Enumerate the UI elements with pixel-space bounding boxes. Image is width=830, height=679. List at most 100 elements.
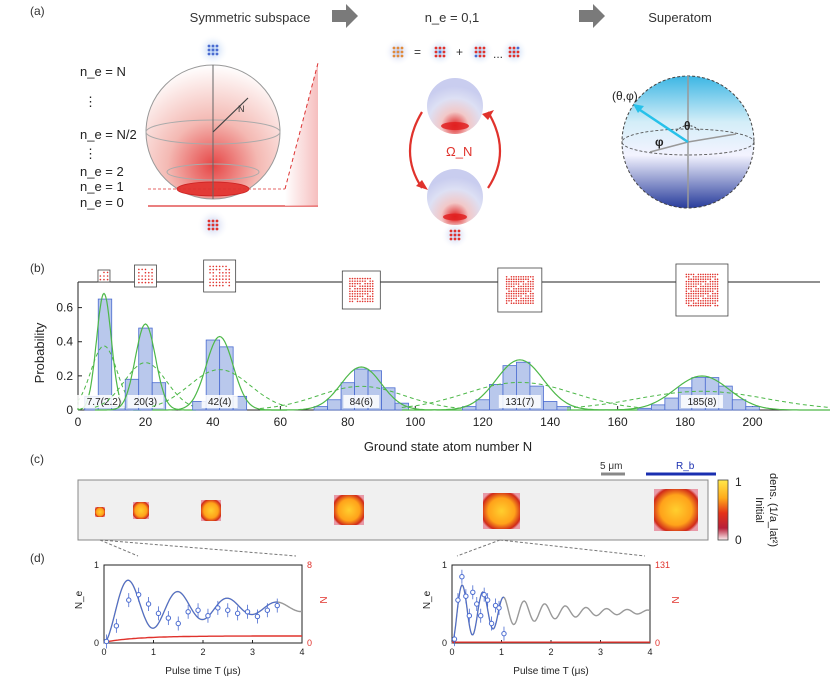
atom-dot [699,280,702,283]
atom-dot [356,293,359,295]
atom-dot [517,288,520,290]
poisson-fit-line [401,381,638,408]
atom-dot [529,283,532,285]
atom-dot [687,302,690,305]
atom-dot [218,268,221,271]
atom-dot [697,288,700,290]
atom-dot [695,276,697,278]
atom-dot [704,300,707,302]
atom-dot [529,295,532,297]
histogram-bar [556,406,571,411]
data-point [488,620,495,627]
atom-dot [697,304,700,307]
data-point [501,630,507,637]
atom-dot [697,280,700,283]
atom-dot [349,287,351,290]
panel-label-c: (c) [30,452,44,466]
theta-label: θ [684,119,691,133]
y-tick-label: 1 [442,560,447,570]
atom-dot [453,229,457,233]
atom-dot [215,278,218,281]
histogram-bar [543,401,558,411]
atom-dot [711,297,714,300]
atom-dot [532,283,534,285]
data-point [481,591,487,598]
atom-dot [707,288,709,290]
atom-dot [218,278,221,281]
atom-dot [699,295,702,297]
atom-dot [517,276,520,278]
atom-dot [702,290,704,293]
atom-dot [527,300,530,302]
atom-dot [510,280,513,283]
phi-label: φ [655,135,664,149]
data-label-bg [127,395,164,408]
atom-dot [474,46,478,50]
atom-dot [685,302,688,305]
atom-dot [218,275,221,277]
atom-dot [369,282,371,285]
atom-dot [351,282,354,285]
atom-dot [508,278,510,281]
atom-dot [685,280,688,283]
atom-dot [478,54,482,58]
atom-dot [520,278,522,281]
atom-dot [525,300,527,302]
atom-dot [103,275,105,277]
x-tick-label: 0 [101,647,106,657]
atom-dot [714,295,716,297]
atom-dot [709,280,712,283]
atom-dot [690,273,692,276]
atom-dot [714,278,716,281]
energy-wedge [285,63,318,206]
atom-dot [209,281,211,284]
atom-dot [687,285,690,288]
atom-dot [525,283,527,285]
atom-dot [692,295,695,297]
atom-dot [354,295,356,298]
atom-dot [716,278,719,281]
atom-dot [699,285,702,288]
atom-dot [211,219,215,223]
atom-dot [685,273,688,276]
atom-dot [716,304,719,307]
atom-dot [525,292,527,295]
atom-dot [359,280,361,282]
atom-dot [685,295,688,297]
atom-dot [699,278,702,281]
atom-dot [349,300,351,303]
arrow-right-icon [332,4,358,28]
atom-dot [716,288,719,290]
atom-dot [222,281,224,284]
atom-dot [508,288,510,290]
atom-dot [364,280,366,282]
atom-dot [207,219,211,223]
panel-label-d: (d) [30,551,45,565]
atom-dot [359,285,361,288]
atom-dot [392,54,396,58]
atom-dot [505,300,508,302]
atom-dot [228,268,231,271]
atom-dot [222,278,224,281]
x-tick-label: 4 [647,647,652,657]
atom-dot [449,229,453,233]
atom-dot [513,280,515,283]
atom-dot [144,271,147,274]
histogram-bar [138,327,153,411]
eq-dots: ... [493,47,503,61]
atom-dot [356,298,359,300]
x-tick-label: 100 [405,415,425,429]
atom-dot [532,276,534,278]
atom-dot [714,304,716,307]
atom-dot [369,290,371,293]
data-point [470,589,476,595]
atom-dot [709,297,712,300]
data-point [195,607,201,613]
colorbar-title-1: Initial [753,497,765,523]
atom-dot [510,283,513,285]
plot-frame [451,564,651,644]
atom-dot [709,300,712,302]
atom-dot [525,276,527,278]
atom-dot [699,276,702,278]
atom-dot [457,237,461,241]
